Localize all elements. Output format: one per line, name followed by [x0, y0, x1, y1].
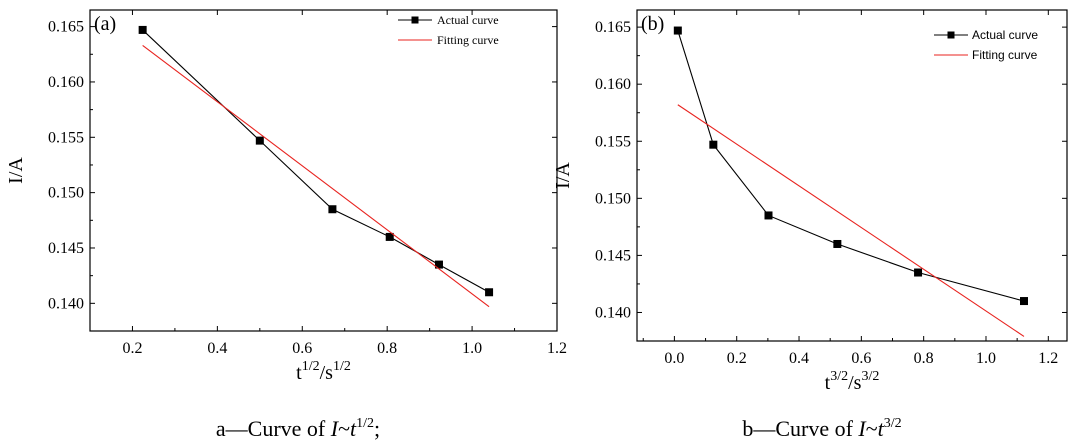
- x-tick-label: 0.6: [292, 340, 312, 357]
- data-point-actual-curve: [385, 232, 394, 241]
- data-point-actual-curve: [255, 136, 264, 145]
- y-tick-label: 0.165: [595, 19, 631, 36]
- x-tick-label: 0.4: [789, 350, 809, 367]
- plot-frame: [89, 9, 558, 332]
- y-axis-title: I/A: [5, 157, 27, 184]
- data-point-actual-curve: [328, 205, 337, 214]
- data-point-actual-curve: [673, 26, 682, 35]
- data-point-actual-curve: [434, 260, 443, 269]
- y-tick-label: 0.155: [48, 129, 84, 146]
- y-tick-label: 0.145: [48, 240, 84, 257]
- x-tick-label: 0.2: [122, 340, 142, 357]
- series-actual-curve-line: [142, 29, 490, 293]
- x-axis-title: t1/2/s1/2: [296, 359, 351, 384]
- legend: Actual curve Fitting curve: [398, 13, 499, 47]
- legend: Actual curve Fitting curve: [934, 28, 1038, 62]
- x-tick-label: 0.4: [207, 340, 227, 357]
- legend-label-fitting-curve: Fitting curve: [972, 48, 1038, 62]
- x-tick-label: 0.2: [727, 350, 747, 367]
- y-tick-label: 0.150: [48, 185, 84, 202]
- data-point-actual-curve: [833, 239, 842, 248]
- plot-frame: [636, 9, 1068, 342]
- y-tick-label: 0.145: [595, 247, 631, 264]
- x-axis-title: t3/2/s3/2: [825, 369, 880, 394]
- caption-b: b—Curve of I~t3/2: [742, 416, 901, 441]
- y-tick-label: 0.140: [48, 295, 84, 312]
- legend-label-actual-curve: Actual curve: [437, 13, 499, 27]
- x-tick-label: 1.2: [547, 340, 567, 357]
- legend-label-fitting-curve: Fitting curve: [437, 33, 499, 47]
- x-tick-label: 0.8: [377, 340, 397, 357]
- y-tick-label: 0.160: [595, 76, 631, 93]
- x-tick-label: 0.0: [664, 350, 684, 367]
- legend-marker-actual-curve: [411, 16, 419, 24]
- data-point-actual-curve: [709, 140, 718, 149]
- y-tick-label: 0.155: [595, 133, 631, 150]
- legend-marker-actual-curve: [947, 31, 955, 39]
- x-tick-label: 0.8: [914, 350, 934, 367]
- panel-label: (a): [94, 13, 116, 35]
- y-tick-label: 0.160: [48, 74, 84, 91]
- y-tick-label: 0.150: [595, 190, 631, 207]
- data-point-actual-curve: [1020, 297, 1028, 306]
- y-axis-title: I/A: [552, 162, 574, 189]
- data-point-actual-curve: [485, 288, 494, 297]
- legend-label-actual-curve: Actual curve: [972, 28, 1038, 42]
- x-tick-label: 1.0: [976, 350, 996, 367]
- data-point-actual-curve: [138, 25, 147, 34]
- y-tick-label: 0.165: [48, 19, 84, 36]
- chart-panel-b: 0.140 0.145 0.150 0.155 0.160 0.165 0.0 0.2 0.4 0…: [552, 9, 1068, 394]
- x-tick-label: 1.0: [462, 340, 482, 357]
- x-tick-label: 1.2: [1038, 350, 1058, 367]
- series-actual-curve-line: [677, 30, 1025, 302]
- series-fitting-curve-line: [142, 44, 490, 308]
- data-point-actual-curve: [914, 268, 923, 277]
- chart-panel-a: 0.140 0.145 0.150 0.155 0.160 0.165 0.2 0.4 0.6 0…: [5, 9, 567, 384]
- caption-a: a—Curve of I~t1/2;: [216, 416, 380, 441]
- panel-label: (b): [641, 13, 664, 35]
- x-tick-label: 0.6: [851, 350, 871, 367]
- series-fitting-curve-line: [677, 104, 1025, 337]
- y-tick-label: 0.140: [595, 304, 631, 321]
- data-point-actual-curve: [764, 211, 773, 220]
